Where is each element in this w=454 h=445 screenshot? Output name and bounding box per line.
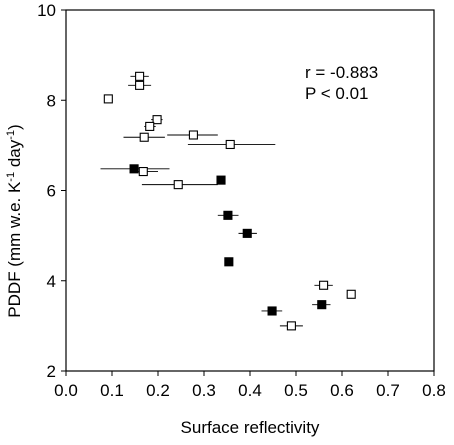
filled-square-point bbox=[317, 300, 327, 310]
filled-square-point bbox=[223, 210, 233, 220]
open-square-point bbox=[346, 289, 356, 299]
points-layer bbox=[103, 71, 356, 331]
y-tick-label: 2 bbox=[47, 362, 56, 381]
annotation-r: r = -0.883 bbox=[305, 63, 378, 82]
annotation-p: P < 0.01 bbox=[305, 84, 369, 103]
filled-square-point bbox=[224, 257, 234, 267]
open-square-point bbox=[139, 132, 149, 142]
x-axis-label: Surface reflectivity bbox=[181, 418, 320, 437]
open-square-point bbox=[152, 115, 162, 125]
plot-frame bbox=[65, 9, 435, 372]
open-square-point bbox=[138, 166, 148, 177]
x-tick-label: 0.1 bbox=[100, 381, 124, 400]
x-tick-label: 0.8 bbox=[422, 381, 446, 400]
x-tick-label: 0.4 bbox=[238, 381, 262, 400]
y-axis-label-end: ) bbox=[5, 124, 24, 130]
open-square-point bbox=[286, 321, 296, 331]
axes-layer bbox=[65, 9, 435, 372]
filled-square-point bbox=[216, 175, 226, 185]
open-square-point bbox=[173, 180, 183, 190]
x-tick-label: 0.6 bbox=[330, 381, 354, 400]
x-tick-label: 0.5 bbox=[284, 381, 308, 400]
open-square-point bbox=[319, 280, 329, 290]
x-tick-label: 0.0 bbox=[54, 381, 78, 400]
open-square-point bbox=[135, 71, 145, 81]
y-tick-label: 6 bbox=[47, 182, 56, 201]
y-tick-label: 10 bbox=[37, 1, 56, 20]
x-tick-label: 0.3 bbox=[192, 381, 216, 400]
error-bars-layer bbox=[100, 75, 333, 327]
y-axis-label: PDDF (mm w.e. K-1 day-1) bbox=[5, 124, 24, 317]
open-square-point bbox=[145, 121, 155, 131]
x-tick-label: 0.7 bbox=[376, 381, 400, 400]
open-square-point bbox=[225, 139, 235, 150]
x-tick-label: 0.2 bbox=[146, 381, 170, 400]
y-axis-label-sup2: -1 bbox=[5, 130, 17, 140]
y-axis-label-sup1: -1 bbox=[5, 172, 17, 182]
open-square-point bbox=[103, 94, 113, 104]
filled-square-point bbox=[242, 228, 252, 238]
y-tick-label: 8 bbox=[47, 91, 56, 110]
y-tick-label: 4 bbox=[47, 272, 56, 291]
filled-square-point bbox=[129, 164, 139, 174]
ticks-layer: 0.0 0.1 0.2 0.3 0.4 0.5 0.6 0.7 0.8 2 4 6 8 10 bbox=[37, 1, 446, 400]
open-square-point bbox=[135, 80, 145, 90]
y-axis-label-mid: day bbox=[5, 139, 24, 172]
open-square-point bbox=[188, 130, 198, 140]
filled-square-point bbox=[267, 306, 277, 316]
y-axis-label-main: PDDF (mm w.e. K bbox=[5, 181, 24, 318]
